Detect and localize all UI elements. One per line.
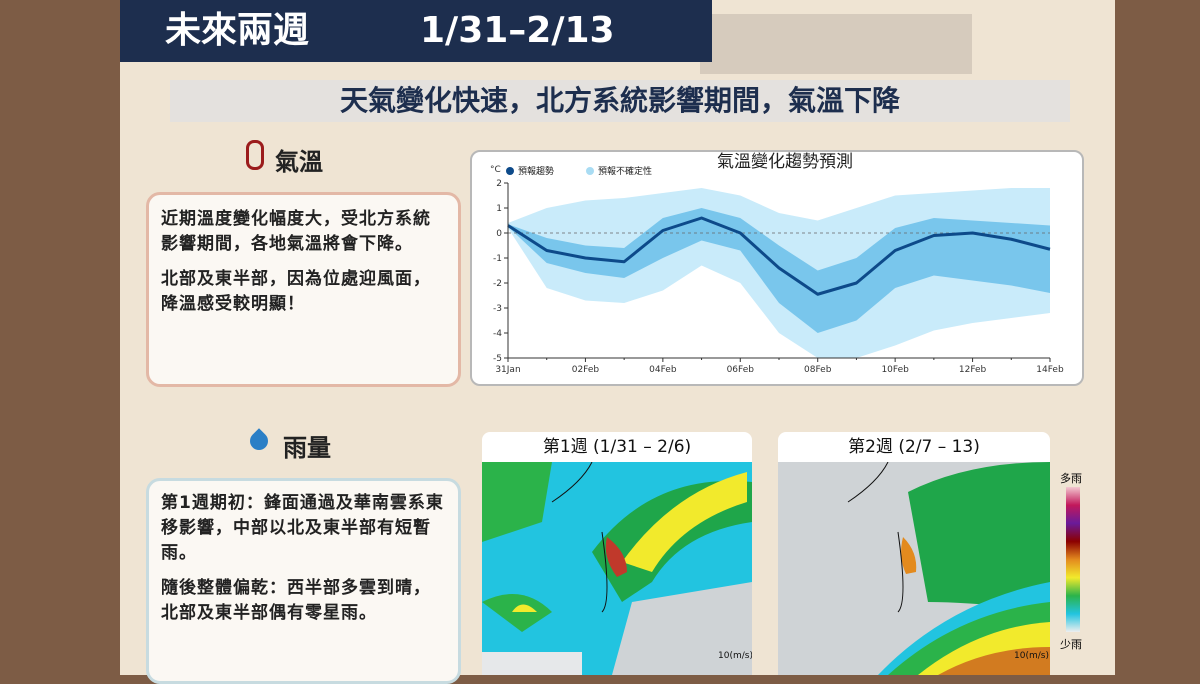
- trend-line: [507, 216, 1051, 296]
- colorbar: [1066, 487, 1080, 632]
- header-period: 1/31–2/13: [420, 10, 615, 51]
- map-title: 第2週 (2/7 – 13): [778, 432, 1050, 462]
- temp-text: 近期溫度變化幅度大，受北方系統影響期間，各地氣溫將會下降。: [161, 209, 431, 254]
- y-tick-label: -1: [493, 254, 502, 264]
- rain-text: 第1週期初：鋒面通過及華南雲系東移影響，中部以北及東半部有短暫雨。: [161, 493, 444, 563]
- x-tick-label: 10Feb: [881, 365, 909, 375]
- map-title: 第1週 (1/31 – 2/6): [482, 432, 752, 462]
- x-tick-label: 04Feb: [649, 365, 677, 375]
- x-tick-label: 02Feb: [572, 365, 600, 375]
- rain-text: 隨後整體偏乾：西半部多雲到晴，北部及東半部偶有零星雨。: [161, 578, 431, 623]
- header-shade: [700, 14, 972, 74]
- x-tick-label: 06Feb: [727, 365, 755, 375]
- subtitle: 天氣變化快速，北方系統影響期間，氣溫下降: [170, 80, 1070, 122]
- map: 10(m/s): [482, 461, 753, 675]
- colorbar-top: 多雨: [1060, 472, 1082, 485]
- y-tick-label: -3: [493, 304, 502, 314]
- header: 未來兩週 1/31–2/13: [120, 0, 712, 62]
- y-tick-label: -4: [493, 329, 502, 339]
- legend-label: 預報趨勢: [518, 165, 554, 177]
- map-panel: 第2週 (2/7 – 13) 10(m/s): [778, 432, 1050, 675]
- y-tick-label: 0: [496, 229, 502, 239]
- y-axis-label: °C: [490, 165, 501, 175]
- temp-text: 北部及東半部，因為位處迎風面，降溫感受較明顯！: [161, 269, 431, 314]
- map-panel: 第1週 (1/31 – 2/6) 10(m/s): [482, 432, 753, 675]
- y-tick-label: -2: [493, 279, 502, 289]
- temp-heading: 氣溫: [275, 148, 323, 176]
- legend-label: 預報不確定性: [598, 165, 652, 177]
- legend-marker: [506, 167, 514, 175]
- wind-scale: 10(m/s): [1014, 651, 1049, 661]
- rain-heading: 雨量: [283, 434, 331, 462]
- legend-marker: [586, 167, 594, 175]
- header-title: 未來兩週: [165, 10, 310, 51]
- colorbar-bottom: 少雨: [1060, 638, 1082, 651]
- y-tick-label: 2: [496, 179, 502, 189]
- y-tick-label: -5: [493, 354, 502, 364]
- thermo-icon: [246, 140, 264, 170]
- y-tick-label: 1: [496, 204, 502, 214]
- rain-box: 第1週期初：鋒面通過及華南雲系東移影響，中部以北及東半部有短暫雨。 隨後整體偏乾…: [146, 478, 461, 684]
- x-tick-label: 14Feb: [1036, 365, 1064, 375]
- chart-title: 氣溫變化趨勢預測: [717, 152, 853, 172]
- x-tick-label: 12Feb: [959, 365, 987, 375]
- temp-box: 近期溫度變化幅度大，受北方系統影響期間，各地氣溫將會下降。 北部及東半部，因為位…: [146, 192, 461, 387]
- wind-scale: 10(m/s): [718, 651, 752, 661]
- x-tick-label: 08Feb: [804, 365, 832, 375]
- x-tick-label: 31Jan: [495, 365, 520, 375]
- map: 10(m/s): [778, 461, 1050, 675]
- uncertainty-band: [508, 208, 1050, 333]
